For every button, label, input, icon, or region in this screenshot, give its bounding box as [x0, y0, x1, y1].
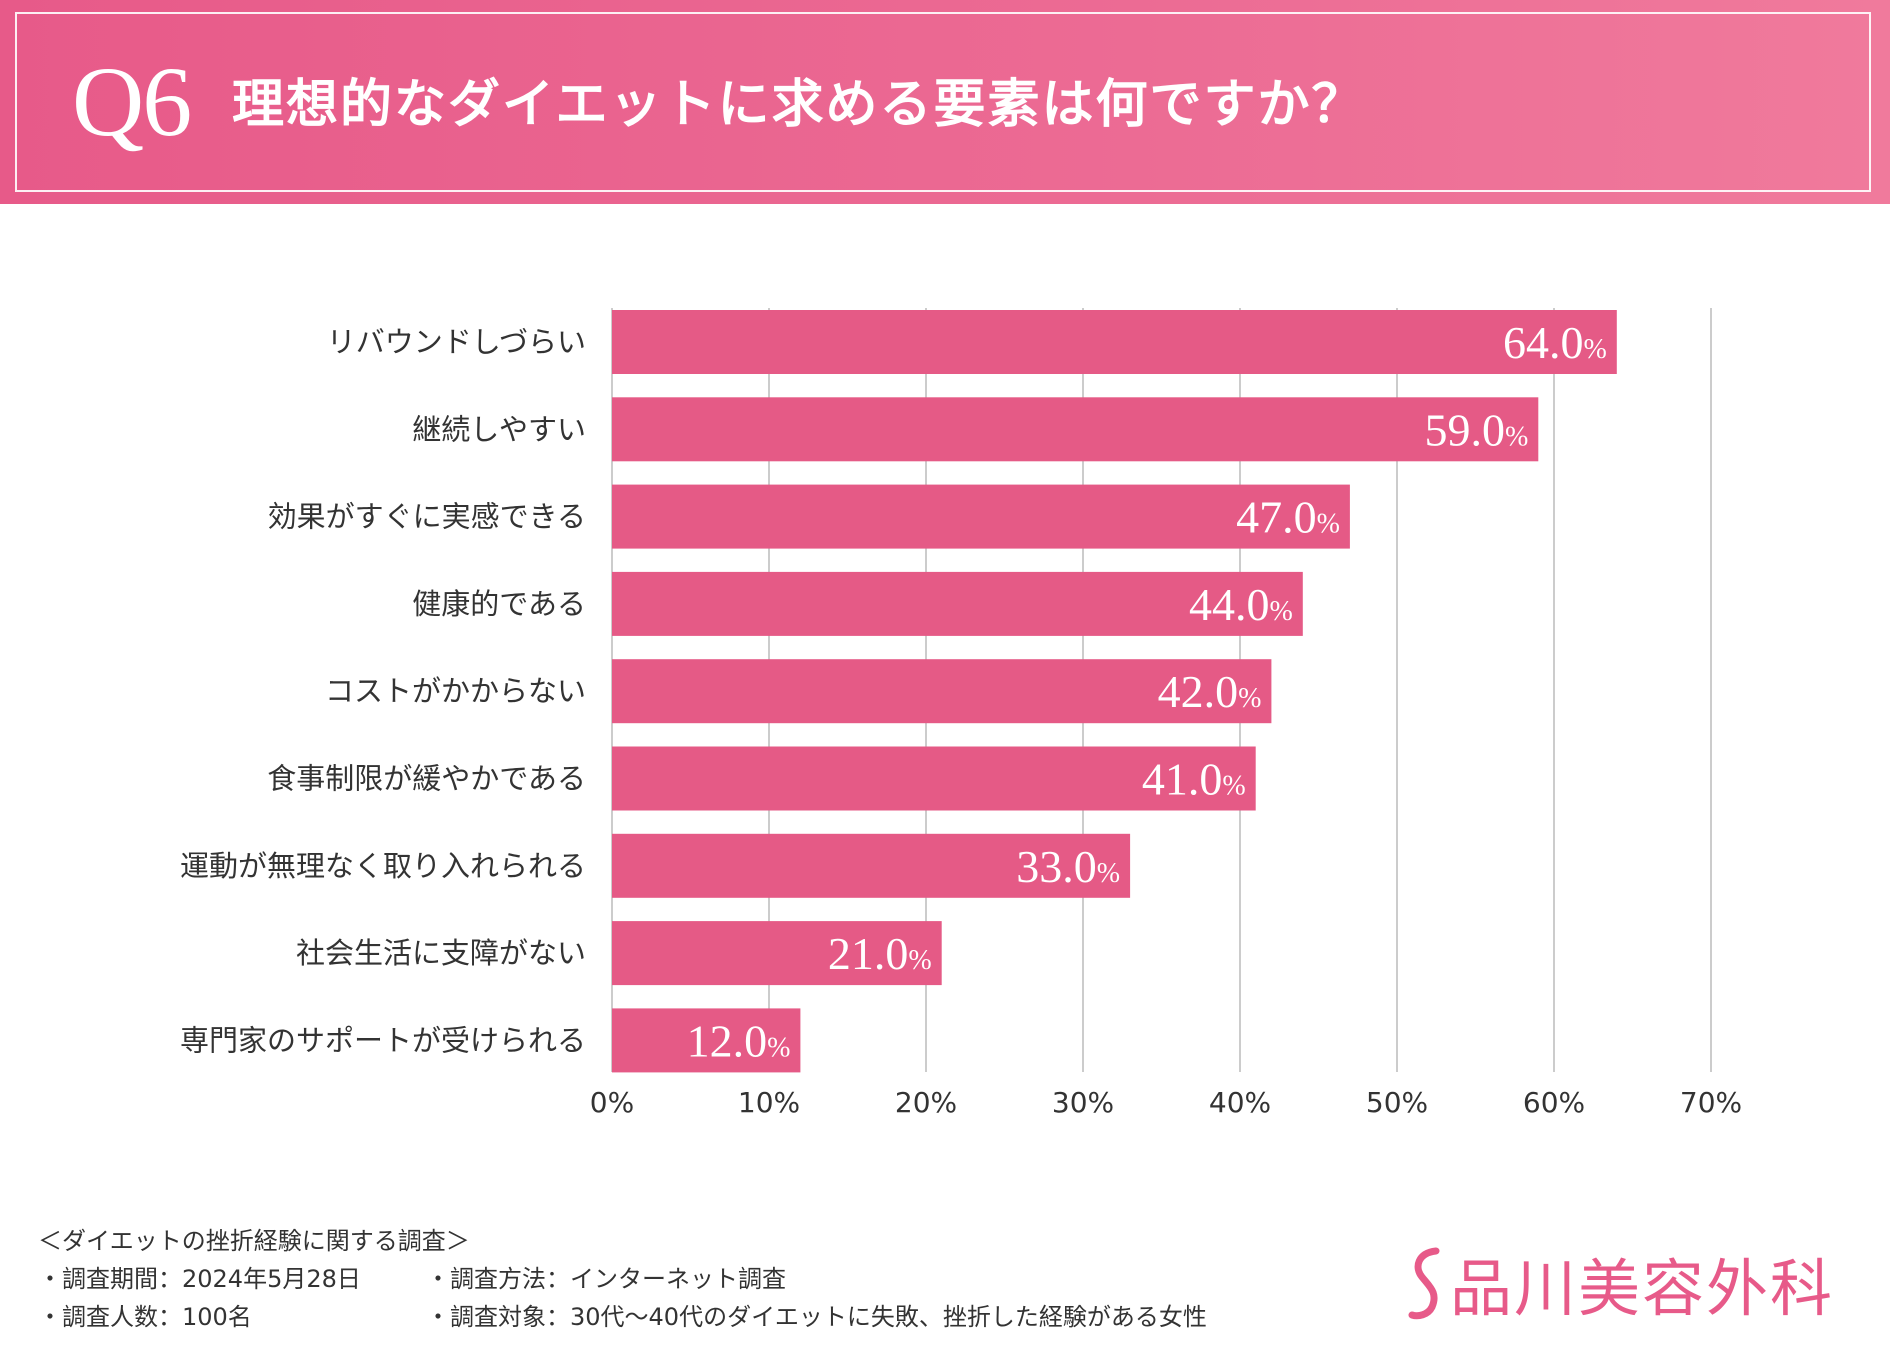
- bar: [612, 1008, 801, 1073]
- bar-value-label: 42.0%: [1158, 666, 1262, 717]
- bar: [612, 571, 1303, 636]
- s-logo-icon: [1408, 1247, 1440, 1320]
- category-label: リバウンドしづらい: [327, 325, 586, 359]
- question-title: 理想的なダイエットに求める要素は何ですか？: [232, 75, 1366, 135]
- bar: [612, 397, 1539, 462]
- bar-value-label: 41.0%: [1142, 754, 1246, 805]
- category-label: 継続しやすい: [412, 412, 586, 446]
- x-tick-label: 20%: [895, 1086, 957, 1119]
- survey-info: ＜ダイエットの挫折経験に関する調査＞ ・調査期間：2024年5月28日 ・調査方…: [38, 1222, 1207, 1336]
- category-labels: リバウンドしづらい継続しやすい効果がすぐに実感できる健康的であるコストがかからな…: [180, 325, 586, 1057]
- category-label: 食事制限が緩やかである: [267, 762, 586, 796]
- question-number: Q6: [72, 46, 192, 157]
- category-label: 運動が無理なく取り入れられる: [180, 849, 586, 883]
- header-frame: [15, 12, 1871, 192]
- survey-target: ・調査対象：30代〜40代のダイエットに失敗、挫折した経験がある女性: [426, 1303, 1207, 1331]
- category-label: コストがかからない: [325, 674, 586, 708]
- category-label: 健康的である: [412, 587, 586, 621]
- bar-value-label: 47.0%: [1236, 492, 1340, 543]
- x-axis-tick-labels: 0% 10% 20% 30% 40% 50% 60% 70%: [590, 1086, 1742, 1119]
- bar: [612, 746, 1256, 811]
- category-label: 専門家のサポートが受けられる: [180, 1023, 586, 1057]
- survey-method: ・調査方法：インターネット調査: [426, 1265, 786, 1293]
- category-label: 効果がすぐに実感できる: [268, 500, 586, 534]
- bar-value-label: 21.0%: [828, 928, 932, 979]
- x-tick-label: 30%: [1052, 1086, 1114, 1119]
- bar: [612, 659, 1272, 724]
- brand-logo: 品川美容外科: [1408, 1238, 1834, 1328]
- bar: [612, 833, 1131, 898]
- bar-value-label: 33.0%: [1016, 841, 1120, 892]
- category-label: 社会生活に支障がない: [296, 936, 586, 970]
- bar: [612, 310, 1617, 374]
- x-tick-label: 70%: [1680, 1086, 1742, 1119]
- x-tick-label: 0%: [590, 1086, 634, 1119]
- x-tick-label: 40%: [1209, 1086, 1271, 1119]
- x-tick-label: 10%: [738, 1086, 800, 1119]
- survey-period: ・調査期間：2024年5月28日: [38, 1265, 361, 1293]
- x-tick-label: 60%: [1523, 1086, 1585, 1119]
- bar: [612, 484, 1350, 549]
- header-banner: Q6 理想的なダイエットに求める要素は何ですか？: [0, 0, 1890, 204]
- x-tick-label: 50%: [1366, 1086, 1428, 1119]
- survey-count: ・調査人数：100名: [38, 1303, 252, 1331]
- brand-name: 品川美容外科: [1450, 1252, 1835, 1325]
- bar-value-label: 44.0%: [1189, 579, 1293, 630]
- bar-value-label: 12.0%: [687, 1015, 791, 1066]
- bars: 64.0% 59.0% 47.0% 44.0% 42.0% 41.0% 33.0% 21.0%…: [612, 310, 1617, 1073]
- survey-title: ＜ダイエットの挫折経験に関する調査＞: [38, 1227, 470, 1255]
- bar: [612, 921, 942, 986]
- bar-value-label: 59.0%: [1424, 404, 1528, 455]
- bar-value-label: 64.0%: [1503, 317, 1607, 368]
